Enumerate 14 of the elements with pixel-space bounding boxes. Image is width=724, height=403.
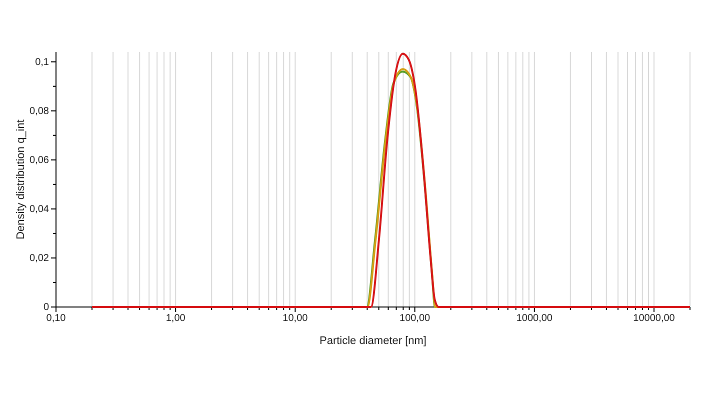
y-tick-label: 0,1 bbox=[35, 57, 50, 68]
x-tick-label: 10000,00 bbox=[633, 313, 676, 324]
x-tick-label: 1,00 bbox=[166, 313, 186, 324]
x-tick-label: 0,10 bbox=[46, 313, 66, 324]
x-axis-title: Particle diameter [nm] bbox=[320, 335, 426, 347]
y-tick-label: 0 bbox=[43, 302, 50, 314]
y-tick-label: 0,08 bbox=[30, 106, 50, 118]
y-tick-label: 0,06 bbox=[30, 155, 50, 166]
x-tick-label: 10,00 bbox=[282, 313, 308, 324]
y-axis-title: Density distribution q_int bbox=[15, 120, 27, 240]
x-tick-label: 1000,00 bbox=[516, 313, 553, 324]
y-tick-label: 0,02 bbox=[30, 253, 50, 264]
x-tick-label: 100,00 bbox=[400, 313, 431, 324]
y-tick-label: 0,04 bbox=[30, 204, 50, 216]
